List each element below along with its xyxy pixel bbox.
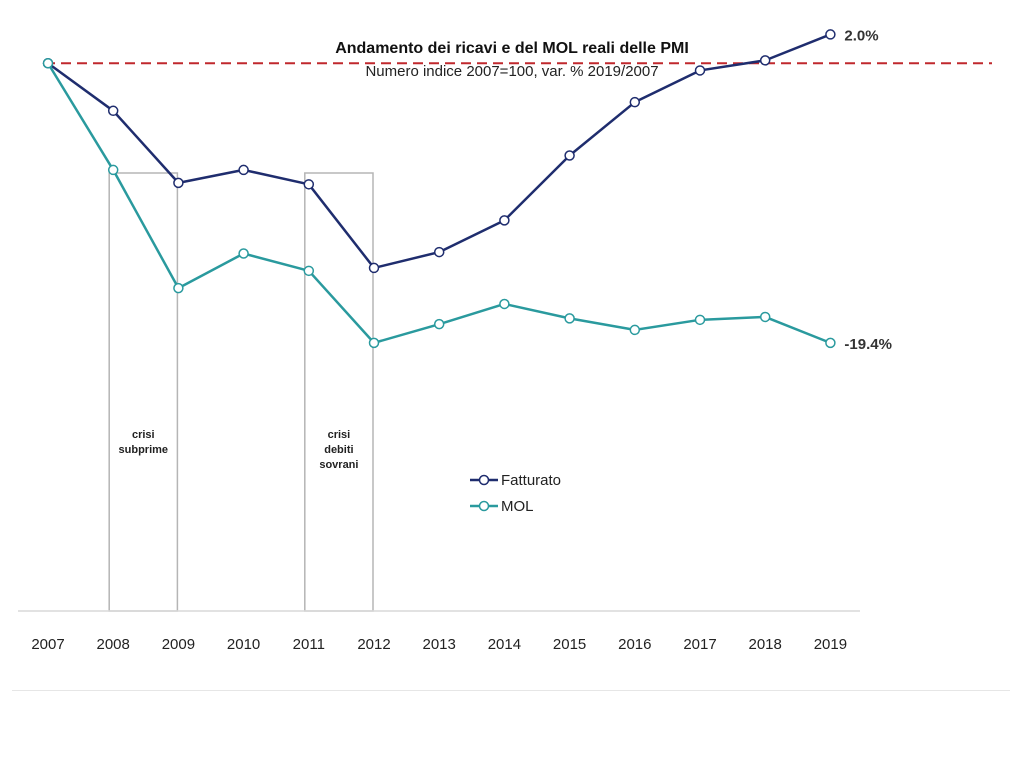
legend-label: MOL: [501, 498, 534, 515]
x-tick-label: 2019: [814, 636, 847, 653]
data-point: [694, 314, 706, 326]
series-fatturato: 2.0%: [42, 27, 879, 274]
end-label: 2.0%: [844, 27, 878, 44]
data-point: [303, 265, 315, 277]
x-tick-label: 2014: [488, 636, 521, 653]
annotation-label: sovrani: [319, 459, 358, 471]
x-tick-label: 2009: [162, 636, 195, 653]
data-point: [303, 179, 315, 190]
chart-title: Andamento dei ricavi e del MOL reali del…: [335, 40, 689, 57]
legend-label: Fatturato: [501, 472, 561, 489]
data-point: [433, 318, 445, 330]
data-point: [238, 248, 249, 259]
x-tick-label: 2013: [423, 636, 456, 653]
legend-marker: [478, 500, 490, 512]
x-tick-label: 2018: [749, 636, 782, 653]
legend: Fatturato MOL: [470, 472, 561, 515]
data-point: [759, 55, 771, 66]
annotation-label: crisi: [328, 429, 351, 441]
data-point: [499, 215, 510, 226]
legend-marker: [478, 474, 490, 486]
data-point: [564, 313, 575, 324]
legend-entry-fatturato: Fatturato: [470, 472, 561, 489]
annotation-crisis-2: crisi debiti sovrani: [304, 172, 374, 612]
annotation-crisis-1: crisi subprime: [108, 172, 179, 612]
x-tick-label: 2010: [227, 636, 260, 653]
x-tick-label: 2015: [553, 636, 586, 653]
data-point: [173, 282, 184, 294]
annotation-label: subprime: [119, 444, 169, 456]
end-label: -19.4%: [844, 336, 892, 353]
series-mol: -19.4%: [42, 57, 892, 353]
data-point: [107, 164, 119, 176]
x-tick-label: 2011: [293, 636, 325, 653]
annotation-label: debiti: [324, 444, 353, 456]
data-point: [499, 298, 510, 310]
x-tick-label: 2017: [683, 636, 716, 653]
data-point: [825, 29, 836, 40]
data-point: [759, 311, 771, 323]
x-tick-label: 2012: [357, 636, 390, 653]
legend-entry-mol: MOL: [470, 498, 534, 515]
data-point: [694, 65, 706, 76]
series-line: [47, 33, 831, 270]
data-point: [368, 262, 380, 274]
annotation-box: [108, 172, 179, 612]
annotations-layer: crisi subprime crisi debiti sovrani: [108, 172, 374, 612]
chart-subtitle: Numero indice 2007=100, var. % 2019/2007: [365, 63, 659, 80]
bottom-divider: [12, 690, 1010, 691]
data-point: [629, 324, 641, 336]
data-point: [564, 150, 575, 161]
data-point: [238, 164, 249, 176]
data-point: [173, 177, 184, 189]
x-tick-labels: 2007 2008 2009 2010 2011 2012 2013 2014 2015 2016…: [31, 636, 847, 653]
data-point: [107, 105, 119, 117]
annotation-label: crisi: [132, 429, 155, 441]
data-point: [42, 57, 54, 69]
series-line: [46, 62, 831, 345]
data-point: [825, 337, 836, 349]
x-tick-label: 2007: [31, 636, 64, 653]
series-layer: 2.0% -19.4%: [42, 27, 892, 353]
data-point: [368, 337, 380, 349]
annotation-box: [304, 172, 374, 612]
x-tick-label: 2008: [97, 636, 130, 653]
data-point: [433, 246, 445, 258]
x-tick-label: 2016: [618, 636, 651, 653]
data-point: [629, 96, 641, 108]
